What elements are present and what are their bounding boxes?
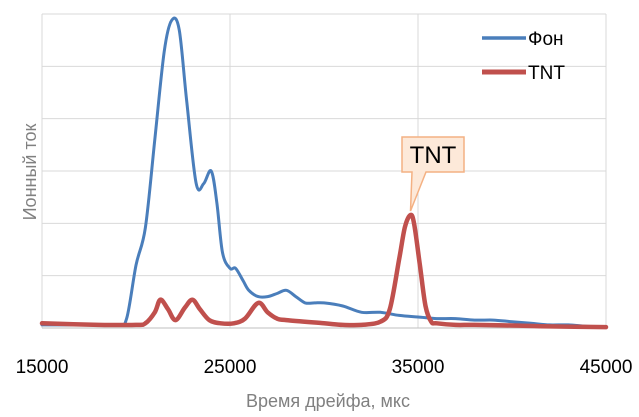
series-line-fon	[40, 16, 608, 329]
legend-label-tnt: TNT	[528, 63, 565, 84]
x-tick-label: 35000	[392, 357, 445, 378]
x-axis-title: Время дрейфа, мкс	[246, 391, 410, 411]
tnt-callout: TNT	[401, 136, 465, 212]
callout-bubble	[401, 136, 465, 212]
legend-label-fon: Фон	[528, 29, 564, 50]
legend: Фон TNT	[482, 29, 565, 84]
y-axis-title: Ионный ток	[20, 124, 40, 221]
plot-area	[39, 16, 609, 330]
series-line-tnt	[39, 212, 609, 330]
x-axis-ticks: 15000 25000 35000 45000	[16, 357, 633, 378]
x-tick-label: 25000	[204, 357, 257, 378]
x-tick-label: 45000	[580, 357, 633, 378]
callout-label: TNT	[410, 142, 457, 169]
x-tick-label: 15000	[16, 357, 69, 378]
grid	[41, 13, 607, 329]
